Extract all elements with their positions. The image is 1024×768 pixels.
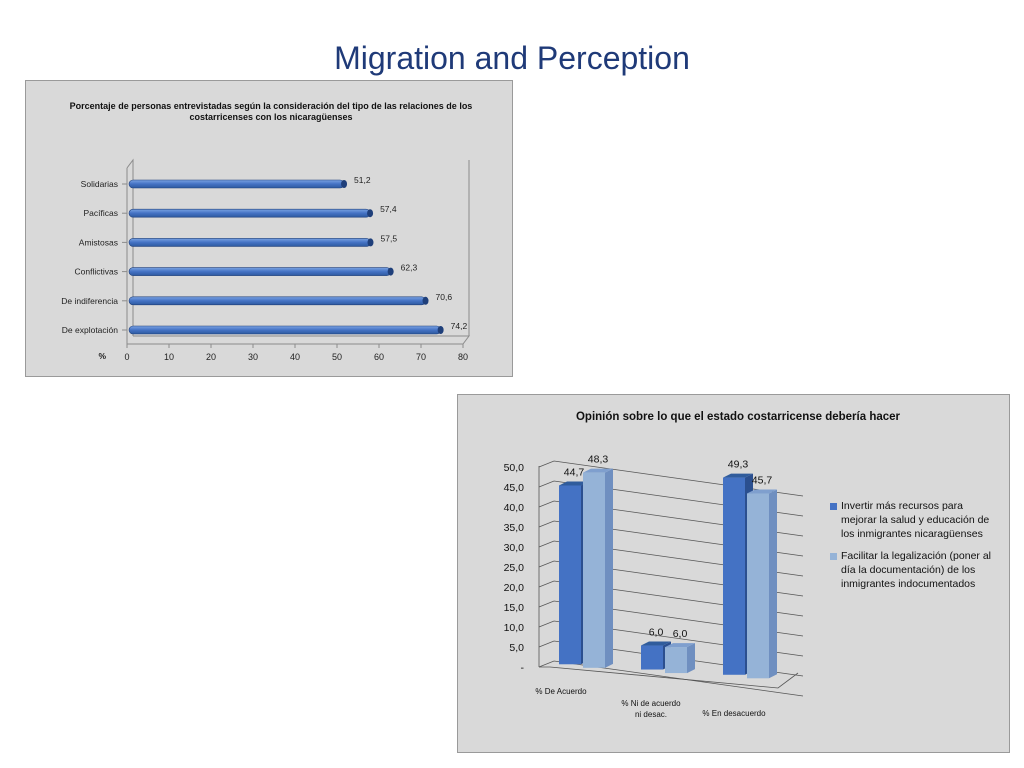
legend-label-facilitar: Facilitar la legalización (poner al día … xyxy=(841,550,991,590)
category-label-2: Pacíficas xyxy=(84,208,119,218)
bar-side-3-2 xyxy=(769,489,777,679)
chart-relations-title: Porcentaje de personas entrevistadas seg… xyxy=(69,101,473,122)
plot-axis-frame xyxy=(126,168,470,345)
data-label-4: 62,3 xyxy=(401,263,418,273)
plot-back-wall xyxy=(126,158,134,336)
x-tick-label-70: 70 xyxy=(416,352,426,362)
bar-1 xyxy=(128,179,345,189)
bar-top-2-2 xyxy=(665,643,695,648)
gridline-0 xyxy=(538,660,804,697)
chart-relations-panel: Porcentaje de personas entrevistadas seg… xyxy=(25,80,513,377)
y-tick-label-7: 35,0 xyxy=(504,522,525,534)
bar-top-3-2 xyxy=(747,489,777,494)
bar-cap-2 xyxy=(367,209,374,218)
data-label-2: 57,4 xyxy=(380,204,397,214)
bar-cap-5 xyxy=(422,296,429,305)
category-label-2: % Ni de acuerdo ni desac. xyxy=(621,699,681,719)
y-tick-label-2: 10,0 xyxy=(504,622,525,634)
y-tick-label-6: 30,0 xyxy=(504,542,525,554)
category-label-6: De explotación xyxy=(62,325,119,335)
legend-swatch-facilitar xyxy=(830,553,837,560)
category-label-3: Amistosas xyxy=(79,237,118,247)
bar-1-1 xyxy=(559,485,581,665)
bar-cap-4 xyxy=(387,267,394,276)
category-label-1: Solidarias xyxy=(81,179,118,189)
gridline-5 xyxy=(538,560,804,597)
data-label-3-1: 49,3 xyxy=(728,459,749,471)
data-label-5: 70,6 xyxy=(436,292,453,302)
x-tick-label-30: 30 xyxy=(248,352,258,362)
bar-5 xyxy=(128,296,426,306)
y-tick-label-5: 25,0 xyxy=(504,562,525,574)
x-tick-label-60: 60 xyxy=(374,352,384,362)
category-label-5: De indiferencia xyxy=(61,296,118,306)
x-tick-label-10: 10 xyxy=(164,352,174,362)
x-tick-label-0: 0 xyxy=(124,352,129,362)
bar-top-1-1 xyxy=(559,481,589,486)
x-tick-label-80: 80 xyxy=(458,352,468,362)
gridline-1 xyxy=(538,640,804,677)
legend-swatch-invertir xyxy=(830,503,837,510)
bar-2-2 xyxy=(665,647,687,674)
bar-3-2 xyxy=(747,493,769,679)
y-tick-label-3: 15,0 xyxy=(504,602,525,614)
bar-3 xyxy=(128,238,371,247)
data-label-6: 74,2 xyxy=(451,321,468,331)
category-label-4: Conflictivas xyxy=(75,267,118,277)
legend-item-facilitar: Facilitar la legalización (poner al día … xyxy=(830,549,995,591)
gridline-7 xyxy=(538,520,804,557)
x-axis-label: % xyxy=(98,351,106,361)
data-label-3-2: 45,7 xyxy=(752,475,773,487)
bar-4 xyxy=(128,267,391,276)
y-tick-label-9: 45,0 xyxy=(504,482,525,494)
data-label-1-2: 48,3 xyxy=(588,454,609,466)
legend-label-invertir: Invertir más recursos para mejorar la sa… xyxy=(841,500,990,540)
bar-side-1-2 xyxy=(605,468,613,668)
category-label-3: % En desacuerdo xyxy=(702,709,766,718)
gridline-9 xyxy=(538,480,804,517)
bar-3-1 xyxy=(723,477,745,675)
gridline-10 xyxy=(538,460,804,497)
legend-item-invertir: Invertir más recursos para mejorar la sa… xyxy=(830,499,995,541)
data-label-1-1: 44,7 xyxy=(564,466,585,478)
floor-edge xyxy=(539,666,799,689)
bar-top-2-1 xyxy=(641,641,671,646)
x-tick-label-40: 40 xyxy=(290,352,300,362)
chart-opinion-legend: Invertir más recursos para mejorar la sa… xyxy=(830,499,995,599)
gridline-8 xyxy=(538,500,804,537)
data-label-2-1: 6,0 xyxy=(649,627,664,639)
x-tick-label-20: 20 xyxy=(206,352,216,362)
bar-2 xyxy=(128,208,371,218)
gridline-2 xyxy=(538,620,804,657)
bar-6 xyxy=(128,325,441,335)
chart-relations-plot: Solidarias 51,2 Pacíficas 57,4 Amistosas 57,5… xyxy=(61,158,470,362)
data-label-1: 51,2 xyxy=(354,175,371,185)
bar-1-2 xyxy=(583,472,605,668)
gridline-3 xyxy=(538,600,804,637)
y-tick-label-10: 50,0 xyxy=(504,462,525,474)
slide-title: Migration and Perception xyxy=(334,40,690,76)
chart-opinion-panel: Opinión sobre lo que el estado costarric… xyxy=(457,394,1010,753)
bar-cap-1 xyxy=(341,180,348,188)
x-tick-label-50: 50 xyxy=(332,352,342,362)
y-tick-label-0: - xyxy=(521,662,525,674)
gridline-6 xyxy=(538,540,804,577)
bar-2-1 xyxy=(641,645,663,670)
bar-top-3-1 xyxy=(723,473,753,478)
y-tick-label-4: 20,0 xyxy=(504,582,525,594)
bar-side-2-2 xyxy=(687,643,695,674)
bar-cap-6 xyxy=(437,326,444,334)
gridline-4 xyxy=(538,580,804,617)
data-label-3: 57,5 xyxy=(381,233,398,243)
y-tick-label-8: 40,0 xyxy=(504,502,525,514)
y-tick-label-1: 5,0 xyxy=(509,642,524,654)
bar-top-1-2 xyxy=(583,468,613,473)
bar-cap-3 xyxy=(367,238,374,247)
data-label-2-2: 6,0 xyxy=(673,628,688,640)
chart-opinion-plot: - 5,0 10,0 15,0 20,0 25,0 30,0 35,0 40,0 45,0 50,0… xyxy=(504,454,804,719)
category-label-1: % De Acuerdo xyxy=(535,687,587,696)
chart-opinion-title: Opinión sobre lo que el estado costarric… xyxy=(575,411,901,423)
